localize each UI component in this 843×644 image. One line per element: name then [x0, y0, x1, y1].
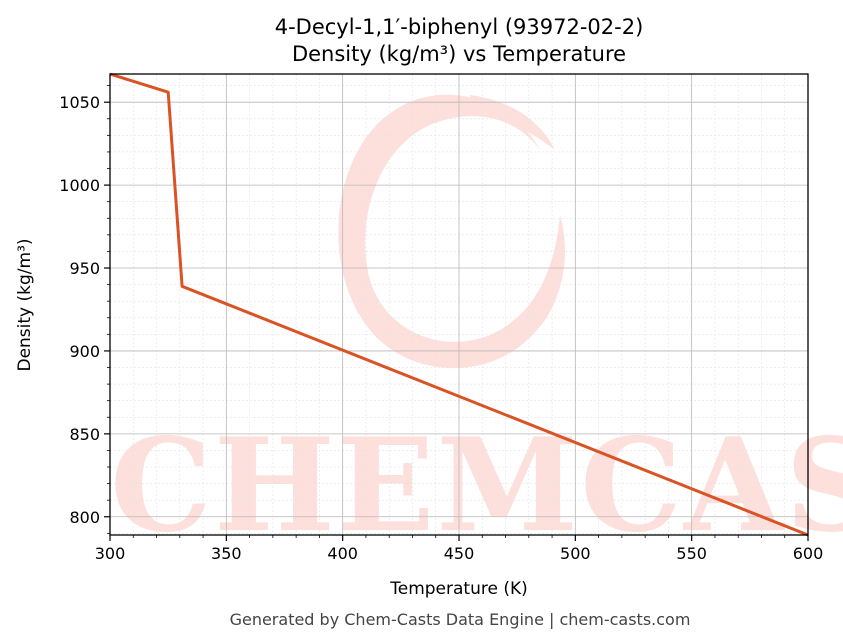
x-tick-label: 500 — [560, 544, 591, 563]
y-axis-label: Density (kg/m³) — [15, 238, 35, 371]
x-tick-label: 550 — [676, 544, 707, 563]
y-tick-label: 1000 — [59, 176, 100, 195]
plot-frame — [109, 73, 809, 536]
chart-title: 4-Decyl-1,1′-biphenyl (93972-02-2) — [275, 15, 644, 39]
x-tick-label: 600 — [793, 544, 824, 563]
series-layer — [109, 72, 809, 537]
swirl-c-logo-icon — [338, 94, 565, 369]
watermark-text: CHEMCASTS — [110, 411, 843, 561]
y-tick-label: 800 — [69, 508, 100, 527]
chart-subtitle: Density (kg/m³) vs Temperature — [292, 42, 626, 66]
x-tick-label: 400 — [327, 544, 358, 563]
y-tick-label: 850 — [69, 425, 100, 444]
density-series-line — [109, 72, 809, 537]
x-axis-label: Temperature (K) — [389, 579, 528, 599]
axis-ticks: 300 350 400 450 500 550 600 800 850 900 950 1000 105… — [59, 85, 824, 563]
x-tick-label: 350 — [211, 544, 242, 563]
y-tick-label: 1050 — [59, 93, 100, 112]
y-tick-label: 950 — [69, 259, 100, 278]
x-tick-label: 300 — [95, 544, 126, 563]
y-tick-label: 900 — [69, 342, 100, 361]
x-tick-label: 450 — [444, 544, 475, 563]
footer-credit: Generated by Chem-Casts Data Engine | ch… — [230, 610, 691, 629]
watermark: CHEMCASTS — [110, 94, 843, 561]
